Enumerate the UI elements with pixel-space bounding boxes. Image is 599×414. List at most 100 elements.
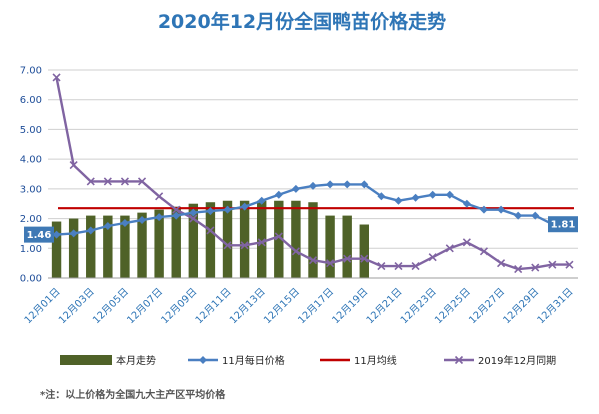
diamond-point	[69, 229, 78, 238]
x-point	[52, 73, 61, 82]
y-tick-label: 5.00	[20, 125, 42, 136]
x-point	[274, 232, 283, 241]
x-point	[377, 262, 386, 271]
y-tick-label: 1.00	[20, 244, 42, 255]
bar	[103, 215, 113, 278]
x-point	[257, 238, 266, 247]
diamond-point	[394, 196, 403, 205]
x-point	[137, 177, 147, 186]
x-point	[120, 177, 130, 186]
x-tick-label: 12月05日	[90, 286, 131, 327]
x-point	[326, 259, 335, 268]
x-tick-label: 12月15日	[261, 286, 302, 327]
bar	[222, 200, 233, 278]
callout-label: 1.81	[551, 220, 576, 231]
diamond-point	[240, 202, 249, 211]
diamond-point	[223, 205, 232, 214]
bar	[154, 209, 164, 278]
x-tick-label: 12月23日	[398, 286, 439, 327]
bar	[342, 215, 352, 278]
diamond-point	[411, 193, 420, 202]
bar	[308, 202, 318, 278]
diamond-point	[138, 216, 147, 225]
bar	[239, 200, 250, 278]
callout-box	[24, 226, 54, 243]
diamond-point	[103, 222, 112, 230]
x-point	[343, 254, 352, 263]
y-axis: 0.00 1.00 2.00 3.00 4.00 5.00 6.00 7.00	[20, 66, 42, 285]
diamond-point	[514, 211, 523, 220]
x-tick-label: 12月25日	[432, 286, 473, 327]
diamond-point	[309, 181, 317, 190]
diamond-point	[206, 207, 215, 216]
x-point	[206, 226, 215, 235]
x-point	[223, 241, 232, 250]
diamond-point	[189, 208, 198, 217]
x-point	[155, 192, 164, 201]
bar	[291, 200, 301, 278]
diamond-point	[274, 190, 283, 199]
x-point	[86, 177, 95, 186]
diamond-point	[155, 213, 164, 222]
legend-label: 11月每日价格	[222, 354, 285, 367]
x-point	[445, 244, 454, 253]
bar	[68, 218, 79, 278]
x-tick-label: 12月03日	[56, 286, 97, 327]
x-point	[308, 256, 318, 265]
diamond-point	[428, 190, 437, 199]
legend-label: 2019年12月同期	[478, 354, 556, 367]
diamond-point	[52, 230, 61, 239]
bar	[137, 212, 147, 278]
diamond-point	[360, 180, 369, 189]
line-series	[52, 73, 574, 274]
diamond-point	[497, 205, 506, 214]
diamond-point	[531, 211, 540, 220]
diamond-point	[120, 219, 129, 228]
x-tick-label: 12月17日	[296, 286, 337, 327]
x-point	[496, 259, 506, 268]
x-tick-label: 12月07日	[125, 286, 166, 327]
x-tick-label: 12月31日	[535, 286, 576, 327]
value-callouts: 1.46 1.81	[24, 216, 578, 243]
x-point	[411, 262, 420, 271]
diamond-point	[479, 205, 488, 214]
diamond-point	[291, 184, 300, 193]
legend: 本月走势 11月每日价格 11月均线 2019年12月同期	[60, 354, 556, 367]
bar	[257, 200, 267, 278]
bar	[325, 215, 335, 278]
y-tick-label: 2.00	[20, 214, 42, 225]
callout-box	[548, 216, 578, 233]
legend-marker	[454, 355, 464, 365]
x-point	[394, 262, 403, 271]
x-tick-label: 12月27日	[467, 286, 508, 327]
y-tick-label: 4.00	[20, 155, 42, 166]
bar	[205, 202, 216, 278]
x-tick-label: 12月21日	[364, 286, 405, 327]
diamond-point	[445, 190, 454, 199]
diamond-point	[462, 199, 471, 208]
x-point	[531, 263, 540, 272]
legend-marker	[199, 356, 207, 364]
x-point	[189, 214, 198, 223]
x-tick-label: 12月11日	[193, 286, 234, 327]
bar	[359, 224, 369, 278]
legend-label: 11月均线	[354, 354, 397, 367]
x-tick-label: 12月13日	[227, 286, 268, 327]
y-tick-label: 0.00	[20, 274, 42, 285]
x-point	[565, 260, 574, 269]
bar	[120, 215, 130, 278]
legend-swatch	[60, 355, 112, 365]
x-axis: 12月01日12月03日12月05日12月07日12月09日12月11日12月1…	[22, 277, 578, 327]
diamond-point	[343, 180, 352, 189]
diamond-point	[257, 196, 266, 205]
bar	[86, 215, 96, 278]
x-point	[514, 265, 523, 274]
bar-series	[51, 200, 369, 278]
diamond-point	[86, 226, 95, 235]
footnote: *注：以上价格为全国九大主产区平均价格	[40, 388, 226, 401]
x-tick-label: 12月01日	[22, 286, 63, 327]
y-tick-label: 7.00	[20, 66, 42, 77]
x-point	[428, 253, 437, 262]
bar	[171, 206, 181, 278]
